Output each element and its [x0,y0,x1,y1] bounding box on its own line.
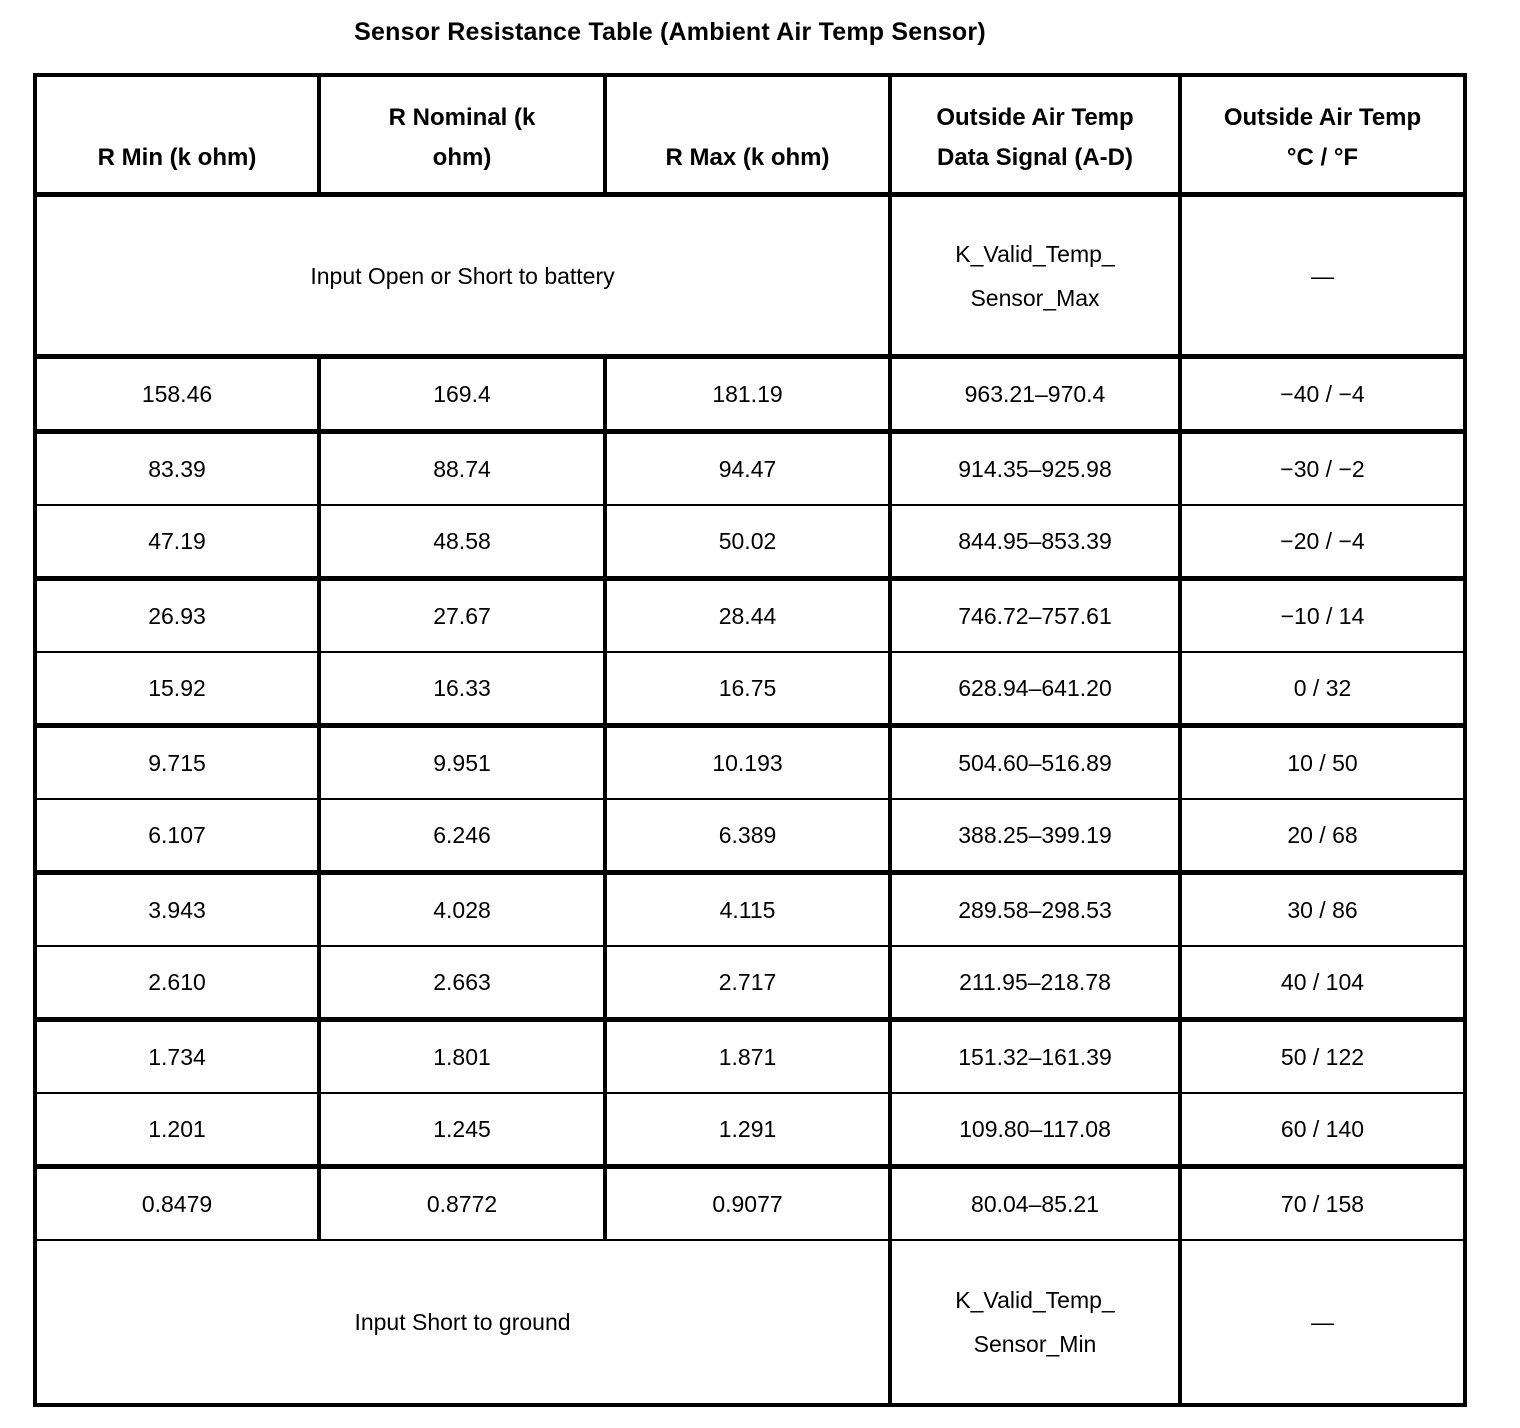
data-signal-cell: 109.80–117.08 [888,1093,1182,1169]
data-signal-cell: 914.35–925.98 [888,431,1182,506]
short-ground-temp: — [1178,1240,1467,1405]
header-r-min: R Min (k ohm) [33,75,321,197]
r-nominal-cell: 2.663 [317,946,607,1022]
data-signal-cell: 289.58–298.53 [888,872,1182,947]
table-row: 83.39 88.74 94.47 914.35–925.98 −30 / −2 [33,431,1467,506]
open-short-battery-signal: K_Valid_Temp_ Sensor_Max [888,194,1182,359]
r-max-cell: 94.47 [603,431,892,506]
header-data-signal: Outside Air Temp Data Signal (A-D) [888,75,1182,197]
table-row: 15.92 16.33 16.75 628.94–641.20 0 / 32 [33,652,1467,728]
temp-cell: 0 / 32 [1178,652,1467,728]
data-signal-cell: 844.95–853.39 [888,505,1182,581]
r-min-cell: 1.201 [33,1093,321,1169]
temp-cell: 70 / 158 [1178,1166,1467,1241]
table-row: 26.93 27.67 28.44 746.72–757.61 −10 / 14 [33,578,1467,653]
data-signal-cell: 628.94–641.20 [888,652,1182,728]
table-row: 6.107 6.246 6.389 388.25–399.19 20 / 68 [33,799,1467,875]
table-row: 1.734 1.801 1.871 151.32–161.39 50 / 122 [33,1019,1467,1094]
r-max-cell: 16.75 [603,652,892,728]
r-nominal-cell: 9.951 [317,725,607,800]
r-nominal-cell: 16.33 [317,652,607,728]
r-max-cell: 1.871 [603,1019,892,1094]
r-max-cell: 6.389 [603,799,892,875]
r-nominal-cell: 4.028 [317,872,607,947]
temp-cell: −40 / −4 [1178,356,1467,434]
data-signal-cell: 80.04–85.21 [888,1166,1182,1241]
header-r-nominal: R Nominal (k ohm) [317,75,607,197]
temp-cell: 10 / 50 [1178,725,1467,800]
r-max-cell: 1.291 [603,1093,892,1169]
data-signal-cell: 963.21–970.4 [888,356,1182,434]
table-row: 1.201 1.245 1.291 109.80–117.08 60 / 140 [33,1093,1467,1169]
r-max-cell: 4.115 [603,872,892,947]
r-min-cell: 15.92 [33,652,321,728]
r-min-cell: 9.715 [33,725,321,800]
table-row: 3.943 4.028 4.115 289.58–298.53 30 / 86 [33,872,1467,947]
short-ground-signal: K_Valid_Temp_ Sensor_Min [888,1240,1182,1405]
table-row: 0.8479 0.8772 0.9077 80.04–85.21 70 / 158 [33,1166,1467,1241]
r-max-cell: 10.193 [603,725,892,800]
header-outside-temp: Outside Air Temp °C / °F [1178,75,1467,197]
r-nominal-cell: 1.801 [317,1019,607,1094]
r-min-cell: 3.943 [33,872,321,947]
r-min-cell: 0.8479 [33,1166,321,1241]
data-signal-cell: 211.95–218.78 [888,946,1182,1022]
data-signal-cell: 151.32–161.39 [888,1019,1182,1094]
r-nominal-cell: 6.246 [317,799,607,875]
r-max-cell: 181.19 [603,356,892,434]
short-ground-label: Input Short to ground [33,1240,892,1405]
row-input-short-ground: Input Short to ground K_Valid_Temp_ Sens… [33,1240,1467,1405]
r-min-cell: 6.107 [33,799,321,875]
table-body: Input Open or Short to battery K_Valid_T… [33,194,1467,1405]
temp-cell: 30 / 86 [1178,872,1467,947]
temp-cell: −30 / −2 [1178,431,1467,506]
r-min-cell: 47.19 [33,505,321,581]
r-min-cell: 83.39 [33,431,321,506]
r-max-cell: 2.717 [603,946,892,1022]
r-nominal-cell: 0.8772 [317,1166,607,1241]
r-min-cell: 158.46 [33,356,321,434]
table-row: 2.610 2.663 2.717 211.95–218.78 40 / 104 [33,946,1467,1022]
temp-cell: −10 / 14 [1178,578,1467,653]
r-max-cell: 50.02 [603,505,892,581]
temp-cell: 50 / 122 [1178,1019,1467,1094]
r-min-cell: 2.610 [33,946,321,1022]
page-title: Sensor Resistance Table (Ambient Air Tem… [354,18,986,46]
data-signal-cell: 504.60–516.89 [888,725,1182,800]
sensor-resistance-table: R Min (k ohm) R Nominal (k ohm) R Max (k… [33,73,1467,1407]
temp-cell: −20 / −4 [1178,505,1467,581]
r-nominal-cell: 48.58 [317,505,607,581]
r-nominal-cell: 27.67 [317,578,607,653]
open-short-battery-temp: — [1178,194,1467,359]
r-max-cell: 0.9077 [603,1166,892,1241]
temp-cell: 40 / 104 [1178,946,1467,1022]
r-min-cell: 1.734 [33,1019,321,1094]
table-row: 47.19 48.58 50.02 844.95–853.39 −20 / −4 [33,505,1467,581]
temp-cell: 60 / 140 [1178,1093,1467,1169]
table-row: 158.46 169.4 181.19 963.21–970.4 −40 / −4 [33,356,1467,434]
r-max-cell: 28.44 [603,578,892,653]
r-nominal-cell: 169.4 [317,356,607,434]
header-r-max: R Max (k ohm) [603,75,892,197]
data-signal-cell: 388.25–399.19 [888,799,1182,875]
header-row: R Min (k ohm) R Nominal (k ohm) R Max (k… [33,75,1467,197]
r-nominal-cell: 88.74 [317,431,607,506]
table-row: 9.715 9.951 10.193 504.60–516.89 10 / 50 [33,725,1467,800]
open-short-battery-label: Input Open or Short to battery [33,194,892,359]
data-signal-cell: 746.72–757.61 [888,578,1182,653]
r-min-cell: 26.93 [33,578,321,653]
temp-cell: 20 / 68 [1178,799,1467,875]
row-input-open-short-battery: Input Open or Short to battery K_Valid_T… [33,194,1467,359]
r-nominal-cell: 1.245 [317,1093,607,1169]
